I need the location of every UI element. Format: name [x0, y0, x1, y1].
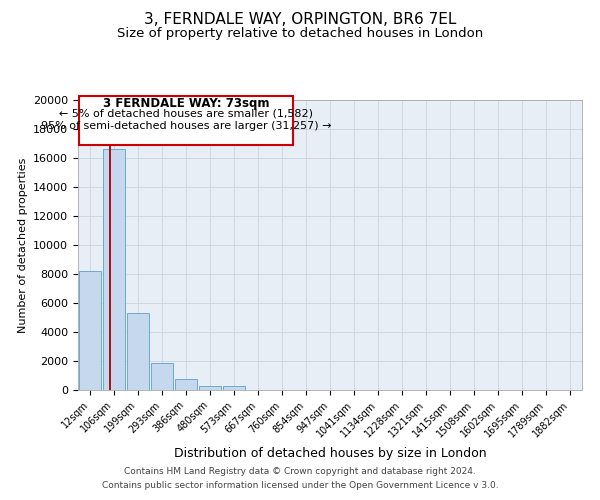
Bar [127, 313, 149, 390]
Text: 3, FERNDALE WAY, ORPINGTON, BR6 7EL: 3, FERNDALE WAY, ORPINGTON, BR6 7EL [144, 12, 456, 28]
Bar [175, 378, 197, 390]
Text: ← 5% of detached houses are smaller (1,582): ← 5% of detached houses are smaller (1,5… [59, 109, 313, 119]
Text: Size of property relative to detached houses in London: Size of property relative to detached ho… [117, 28, 483, 40]
FancyBboxPatch shape [79, 96, 293, 145]
Bar [79, 271, 101, 390]
Y-axis label: Number of detached properties: Number of detached properties [17, 158, 28, 332]
Bar [223, 386, 245, 390]
Bar [151, 363, 173, 390]
Bar [199, 386, 221, 390]
Text: 95% of semi-detached houses are larger (31,257) →: 95% of semi-detached houses are larger (… [41, 121, 331, 131]
X-axis label: Distribution of detached houses by size in London: Distribution of detached houses by size … [173, 448, 487, 460]
Text: Contains HM Land Registry data © Crown copyright and database right 2024.: Contains HM Land Registry data © Crown c… [124, 467, 476, 476]
Text: Contains public sector information licensed under the Open Government Licence v : Contains public sector information licen… [101, 481, 499, 490]
Bar [103, 150, 125, 390]
Text: 3 FERNDALE WAY: 73sqm: 3 FERNDALE WAY: 73sqm [103, 97, 269, 110]
